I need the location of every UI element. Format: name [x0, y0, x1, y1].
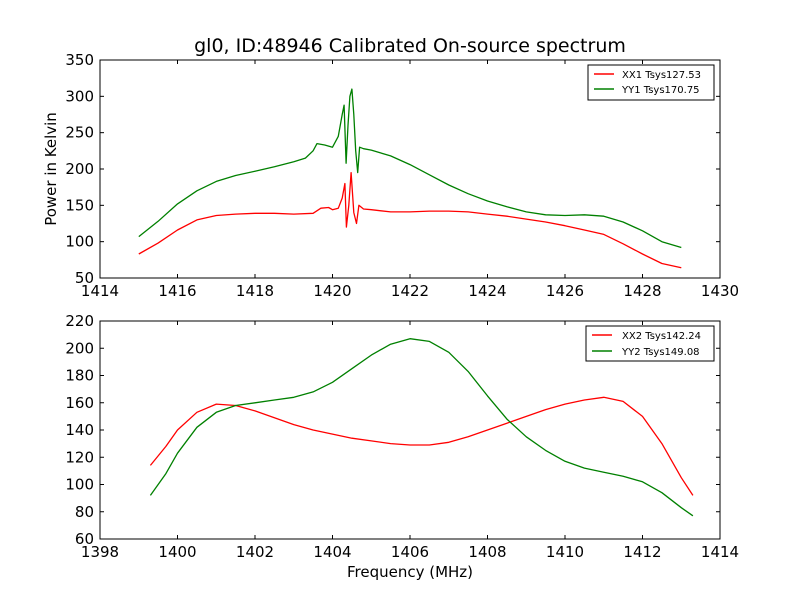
top-y-tick-label: 200 — [65, 160, 94, 178]
bottom-x-tick-label: 1400 — [158, 543, 196, 561]
top-x-tick-label: 1418 — [236, 282, 274, 300]
bottom-y-tick-label: 60 — [75, 530, 94, 548]
bottom-y-tick-label: 160 — [65, 394, 94, 412]
top-spectrum-panel: 1414 1416 1418 1420 1422 1424 1426 1428 1430 50 10… — [42, 51, 739, 300]
bottom-y-tick-label: 220 — [65, 312, 94, 330]
bottom-y-tick-label: 140 — [65, 421, 94, 439]
top-panel-y-axis-label: Power in Kelvin — [42, 112, 60, 226]
top-series-line-1 — [138, 88, 682, 249]
top-y-tick-label: 250 — [65, 124, 94, 142]
top-panel-plot-area — [138, 88, 682, 269]
top-x-tick-label: 1422 — [391, 282, 429, 300]
top-x-tick-label: 1426 — [546, 282, 584, 300]
top-x-tick-label: 1424 — [468, 282, 506, 300]
legend-label-yy2: YY2 Tsys149.08 — [621, 347, 700, 358]
chart-title: gl0, ID:48946 Calibrated On-source spect… — [194, 35, 626, 57]
legend-label-yy1: YY1 Tsys170.75 — [621, 85, 700, 96]
bottom-y-tick-label: 180 — [65, 367, 94, 385]
bottom-series-line-0 — [149, 396, 694, 496]
top-series-line-0 — [138, 171, 682, 269]
bottom-x-tick-label: 1406 — [391, 543, 429, 561]
bottom-y-tick-label: 100 — [65, 476, 94, 494]
top-y-tick-label: 350 — [65, 51, 94, 69]
top-x-tick-label: 1428 — [623, 282, 661, 300]
bottom-x-tick-label: 1412 — [623, 543, 661, 561]
top-panel-frame — [99, 59, 721, 279]
bottom-panel-frame — [99, 320, 721, 540]
top-x-tick-label: 1430 — [701, 282, 739, 300]
top-y-tick-label: 300 — [65, 87, 94, 105]
bottom-panel-x-axis-label: Frequency (MHz) — [347, 563, 473, 581]
bottom-x-tick-label: 1402 — [236, 543, 274, 561]
top-x-tick-label: 1414 — [81, 282, 119, 300]
top-panel-legend-box — [587, 64, 715, 101]
bottom-x-tick-label: 1414 — [701, 543, 739, 561]
legend-label-xx1: XX1 Tsys127.53 — [622, 70, 701, 81]
bottom-x-tick-label: 1398 — [81, 543, 119, 561]
bottom-y-tick-label: 120 — [65, 448, 94, 466]
bottom-panel-plot-area — [149, 338, 694, 517]
bottom-series-line-1 — [149, 338, 694, 517]
top-x-tick-label: 1420 — [313, 282, 351, 300]
bottom-spectrum-panel: 1398 1400 1402 1404 1406 1408 1410 1412 1414 60 80… — [65, 312, 739, 581]
bottom-panel-legend-box — [585, 325, 715, 362]
top-x-tick-label: 1416 — [158, 282, 196, 300]
bottom-y-tick-label: 80 — [75, 503, 94, 521]
top-y-tick-label: 150 — [65, 196, 94, 214]
top-panel-ticks: 1414 1416 1418 1420 1422 1424 1426 1428 1430 50 10… — [65, 51, 739, 300]
bottom-panel-legend: XX2 Tsys142.24 YY2 Tsys149.08 — [585, 325, 715, 362]
top-y-tick-label: 100 — [65, 233, 94, 251]
top-y-tick-label: 50 — [75, 269, 94, 287]
top-panel-legend: XX1 Tsys127.53 YY1 Tsys170.75 — [587, 64, 715, 101]
legend-label-xx2: XX2 Tsys142.24 — [622, 331, 701, 342]
bottom-x-tick-label: 1410 — [546, 543, 584, 561]
bottom-x-tick-label: 1408 — [468, 543, 506, 561]
bottom-x-tick-label: 1404 — [313, 543, 351, 561]
bottom-y-tick-label: 200 — [65, 339, 94, 357]
